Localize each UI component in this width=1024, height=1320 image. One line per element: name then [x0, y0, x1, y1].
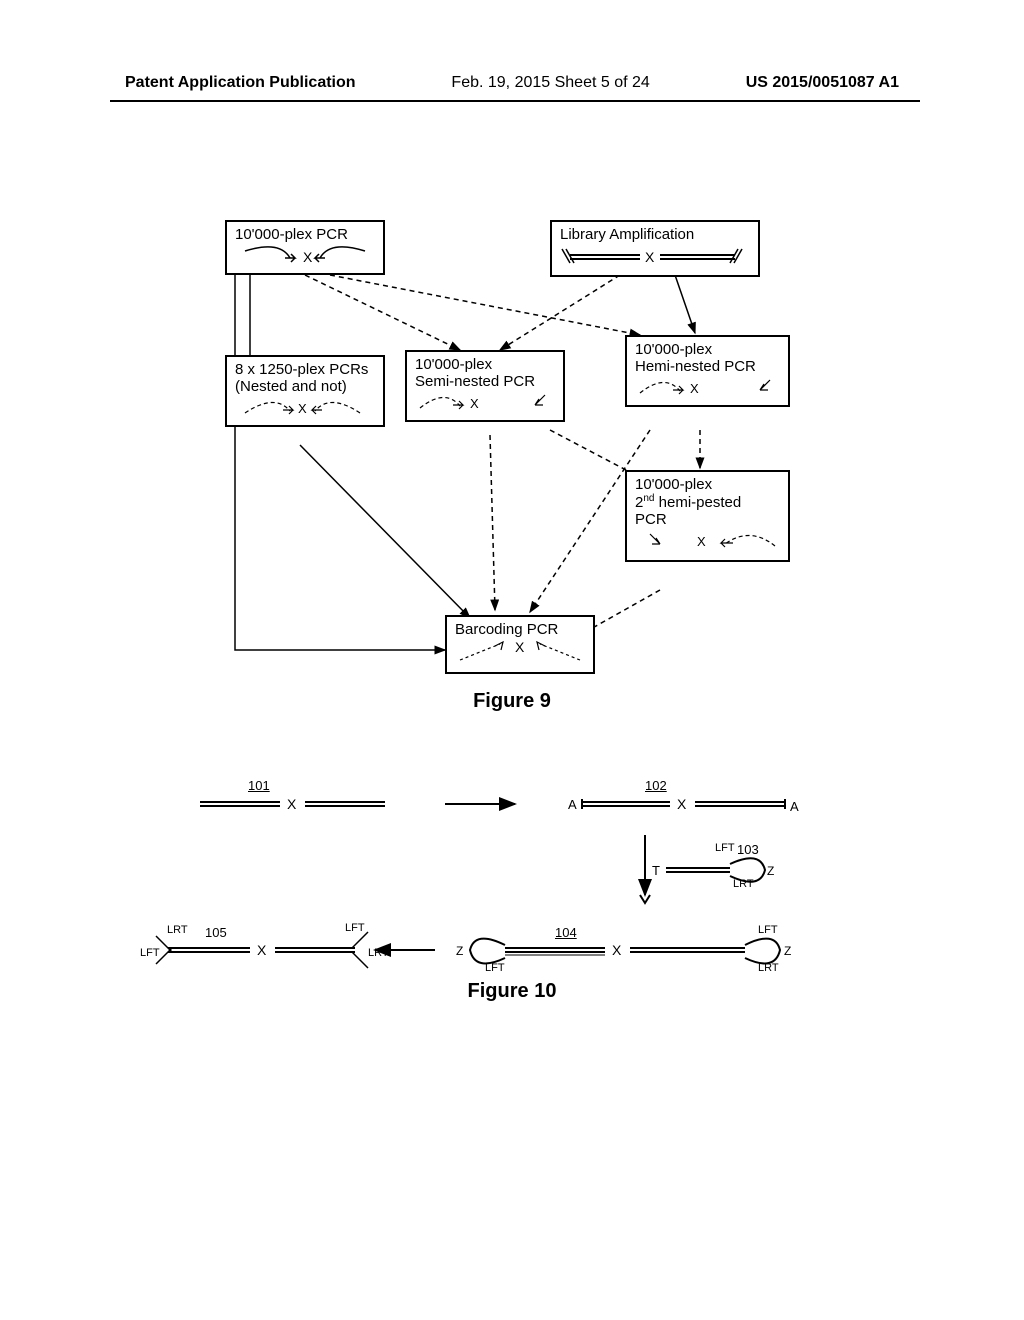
- fig10-caption: Figure 10: [0, 980, 1024, 1003]
- box6-line2: 2nd hemi-pested: [635, 493, 780, 511]
- svg-text:Z: Z: [456, 944, 463, 958]
- box2-title: Library Amplification: [560, 226, 750, 243]
- svg-text:Z: Z: [767, 864, 774, 878]
- svg-text:X: X: [677, 796, 687, 812]
- box6-dna: X: [635, 528, 790, 552]
- svg-text:A: A: [790, 799, 799, 814]
- svg-text:X: X: [298, 401, 307, 416]
- header-rule: [110, 100, 920, 102]
- box-library-amplification: Library Amplification X: [550, 220, 760, 277]
- header-left: Patent Application Publication: [125, 74, 356, 92]
- label-104: 104: [555, 925, 577, 940]
- svg-text:X: X: [303, 249, 313, 265]
- label-lft-104r: LFT: [758, 924, 778, 936]
- box5-line2: Hemi-nested PCR: [635, 358, 780, 375]
- label-lrt-105tl: LRT: [167, 924, 188, 936]
- label-lft-105l: LFT: [140, 947, 160, 959]
- box4-line1: 10'000-plex: [415, 356, 555, 373]
- label-101: 101: [248, 778, 270, 793]
- fig10-svg: X A X A T Z: [150, 780, 880, 1060]
- box6-line1: 10'000-plex: [635, 476, 780, 493]
- label-lft-104l: LFT: [485, 962, 505, 974]
- header-right: US 2015/0051087 A1: [746, 74, 899, 92]
- label-lft-103: LFT: [715, 842, 735, 854]
- label-lft-105r: LFT: [345, 922, 365, 934]
- box3-line2: (Nested and not): [235, 378, 375, 395]
- box6-line3: PCR: [635, 511, 780, 528]
- svg-text:X: X: [470, 396, 479, 411]
- page-header: Patent Application Publication Feb. 19, …: [0, 74, 1024, 92]
- svg-text:X: X: [257, 942, 267, 958]
- label-105: 105: [205, 925, 227, 940]
- header-center: Feb. 19, 2015 Sheet 5 of 24: [451, 74, 649, 92]
- box6-rest: hemi-pested: [654, 494, 741, 511]
- label-lrt-105r: LRT: [368, 947, 389, 959]
- fig9-caption: Figure 9: [0, 690, 1024, 713]
- label-lrt-104r: LRT: [758, 962, 779, 974]
- label-103: 103: [737, 842, 759, 857]
- figure-10: X A X A T Z: [150, 780, 880, 1060]
- svg-text:X: X: [690, 381, 699, 396]
- svg-text:X: X: [515, 639, 525, 655]
- box-2nd-hemi: 10'000-plex 2nd hemi-pested PCR X: [625, 470, 790, 562]
- box4-dna: X: [415, 390, 565, 412]
- box1-dna: X: [235, 243, 375, 265]
- svg-text:X: X: [287, 796, 297, 812]
- box-semi-nested: 10'000-plex Semi-nested PCR X: [405, 350, 565, 422]
- svg-text:T: T: [652, 863, 660, 878]
- box6-nd: nd: [643, 493, 654, 504]
- svg-text:X: X: [612, 942, 622, 958]
- box-barcoding: Barcoding PCR X: [445, 615, 595, 674]
- box7-title: Barcoding PCR: [455, 621, 585, 638]
- svg-text:A: A: [568, 797, 577, 812]
- svg-text:Z: Z: [784, 944, 791, 958]
- svg-text:X: X: [697, 534, 706, 549]
- box7-dna: X: [455, 638, 590, 664]
- label-lrt-103: LRT: [733, 878, 754, 890]
- box2-dna: X: [560, 243, 755, 267]
- box4-line2: Semi-nested PCR: [415, 373, 555, 390]
- figure-9: 10'000-plex PCR X Library Amplification …: [220, 220, 810, 710]
- box-10000plex-pcr: 10'000-plex PCR X: [225, 220, 385, 275]
- svg-text:X: X: [645, 249, 655, 265]
- box-hemi-nested: 10'000-plex Hemi-nested PCR X: [625, 335, 790, 407]
- box1-title: 10'000-plex PCR: [235, 226, 375, 243]
- box5-dna: X: [635, 375, 790, 397]
- box3-line1: 8 x 1250-plex PCRs: [235, 361, 375, 378]
- box5-line1: 10'000-plex: [635, 341, 780, 358]
- box-8x1250plex: 8 x 1250-plex PCRs (Nested and not) X: [225, 355, 385, 427]
- label-102: 102: [645, 778, 667, 793]
- box3-dna: X: [235, 395, 375, 417]
